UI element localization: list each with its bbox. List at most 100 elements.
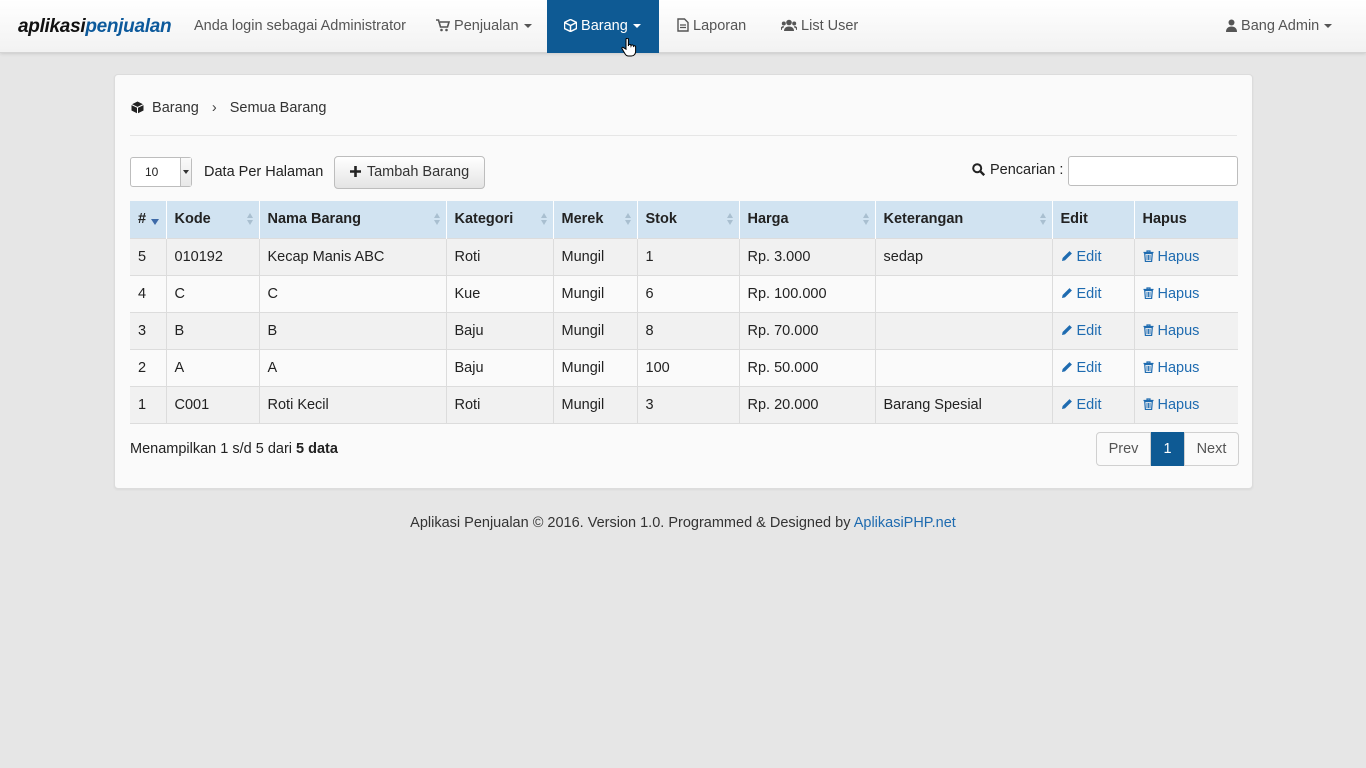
add-item-label: Tambah Barang: [366, 164, 470, 180]
prev-page-button[interactable]: Prev: [1096, 432, 1151, 466]
pencil-icon: [1061, 361, 1072, 372]
cell-kode: C: [165, 274, 259, 312]
cell-nama-barang: B: [258, 311, 446, 349]
per-page-select[interactable]: 10: [130, 157, 192, 187]
cell-kategori: Baju: [445, 348, 553, 386]
table-row: 1 C001 Roti Kecil Roti Mungil 3 Rp. 20.000 Bara…: [130, 385, 1238, 424]
cell-kode: B: [165, 311, 259, 349]
cell-nama-barang: Kecap Manis ABC: [258, 237, 446, 275]
delete-link[interactable]: Hapus: [1143, 360, 1199, 376]
sort-icon: [624, 213, 631, 227]
col-header-kategori[interactable]: Kategori: [445, 201, 553, 238]
user-menu[interactable]: Bang Admin: [1226, 0, 1333, 53]
delete-link[interactable]: Hapus: [1143, 248, 1200, 265]
search-label-text: Pencarian :: [990, 162, 1064, 178]
sort-icon: [540, 213, 547, 227]
document-icon: [677, 18, 689, 32]
cell-no: 4: [130, 274, 166, 312]
page-1-button[interactable]: 1: [1151, 432, 1184, 466]
cell-harga: Rp. 20.000: [738, 385, 875, 424]
cell-harga: Rp. 50.000: [738, 348, 875, 386]
cell-hapus: Hapus: [1133, 237, 1238, 275]
breadcrumb-section[interactable]: Barang: [152, 100, 199, 116]
pencil-icon: [1061, 287, 1072, 298]
cell-merek: Mungil: [552, 274, 637, 312]
edit-link[interactable]: Edit: [1061, 286, 1102, 302]
cell-no: 3: [130, 311, 166, 349]
sort-icon: [433, 213, 440, 227]
cell-stok: 6: [636, 274, 739, 312]
search-input[interactable]: [1068, 156, 1238, 186]
trash-icon: [1143, 286, 1153, 299]
cell-edit: Edit: [1051, 311, 1134, 349]
sort-icon: [862, 213, 869, 227]
trash-icon: [1143, 397, 1153, 410]
edit-label: Edit: [1076, 322, 1102, 339]
sort-icon: [246, 213, 253, 227]
nav-list-user-label: List User: [801, 18, 859, 34]
col-header-keterangan[interactable]: Keterangan: [874, 201, 1052, 238]
chevron-down-icon: [632, 24, 641, 28]
nav-barang-label: Barang: [581, 18, 628, 34]
brand-logo[interactable]: aplikasipenjualan: [18, 16, 172, 37]
breadcrumb-page: Semua Barang: [229, 100, 327, 116]
delete-label: Hapus: [1157, 248, 1200, 265]
search-icon: [972, 163, 986, 177]
table-row: 2 A A Baju Mungil 100 Rp. 50.000 Edit Hapus: [130, 348, 1238, 386]
edit-link[interactable]: Edit: [1061, 360, 1102, 376]
nav-laporan[interactable]: Laporan: [677, 0, 746, 53]
footer-text: Aplikasi Penjualan © 2016. Version 1.0. …: [410, 515, 851, 531]
per-page-value: 10: [145, 165, 159, 179]
cell-keterangan: sedap: [874, 237, 1052, 275]
edit-label: Edit: [1076, 285, 1102, 302]
pencil-icon: [1061, 324, 1072, 335]
footer: Aplikasi Penjualan © 2016. Version 1.0. …: [0, 515, 1366, 531]
col-header-hapus: Hapus: [1133, 201, 1238, 238]
footer-link[interactable]: AplikasiPHP.net: [853, 515, 956, 531]
cell-edit: Edit: [1051, 274, 1134, 312]
nav-list-user[interactable]: List User: [780, 0, 859, 53]
col-header-kode[interactable]: Kode: [165, 201, 259, 238]
table-row: 3 B B Baju Mungil 8 Rp. 70.000 Edit Hapus: [130, 311, 1238, 349]
edit-link[interactable]: Edit: [1061, 249, 1102, 265]
col-header-merek[interactable]: Merek: [552, 201, 637, 238]
cell-stok: 8: [636, 311, 739, 349]
col-header-nama-barang[interactable]: Nama Barang: [258, 201, 446, 238]
cell-nama-barang: C: [258, 274, 446, 312]
divider: [130, 135, 1237, 136]
col-header-stok[interactable]: Stok: [636, 201, 739, 238]
edit-link[interactable]: Edit: [1061, 323, 1102, 339]
cell-merek: Mungil: [552, 385, 637, 424]
delete-link[interactable]: Hapus: [1143, 323, 1199, 339]
users-icon: [780, 19, 798, 31]
nav-barang[interactable]: Barang: [547, 0, 659, 53]
breadcrumb: Barang › Semua Barang: [131, 100, 326, 116]
chevron-down-icon: [523, 24, 532, 28]
cell-stok: 3: [636, 385, 739, 424]
delete-label: Hapus: [1157, 396, 1200, 413]
nav-penjualan[interactable]: Penjualan: [436, 0, 532, 53]
cell-merek: Mungil: [552, 348, 637, 386]
cell-kategori: Kue: [445, 274, 553, 312]
add-item-button[interactable]: Tambah Barang: [334, 156, 485, 189]
cube-icon: [131, 101, 144, 114]
edit-label: Edit: [1076, 396, 1102, 413]
cell-no: 5: [130, 237, 166, 275]
delete-link[interactable]: Hapus: [1143, 285, 1200, 302]
cell-keterangan: [874, 348, 1052, 386]
delete-label: Hapus: [1157, 285, 1200, 302]
top-navbar: aplikasipenjualan Anda login sebagai Adm…: [0, 0, 1366, 53]
chevron-right-icon: ›: [211, 100, 217, 116]
user-icon: [1226, 19, 1237, 32]
edit-link[interactable]: Edit: [1061, 397, 1102, 413]
table-row: 5 010192 Kecap Manis ABC Roti Mungil 1 Rp. 3.0…: [130, 237, 1238, 275]
cell-kode: 010192: [165, 237, 259, 275]
col-header-harga[interactable]: Harga: [738, 201, 875, 238]
table-row: 4 C C Kue Mungil 6 Rp. 100.000 Edit Hapus: [130, 274, 1238, 312]
col-header-no[interactable]: #: [130, 201, 166, 238]
next-page-button[interactable]: Next: [1184, 432, 1239, 466]
cell-harga: Rp. 70.000: [738, 311, 875, 349]
delete-link[interactable]: Hapus: [1143, 396, 1200, 413]
chevron-down-icon: [1324, 24, 1333, 28]
edit-label: Edit: [1076, 359, 1102, 376]
